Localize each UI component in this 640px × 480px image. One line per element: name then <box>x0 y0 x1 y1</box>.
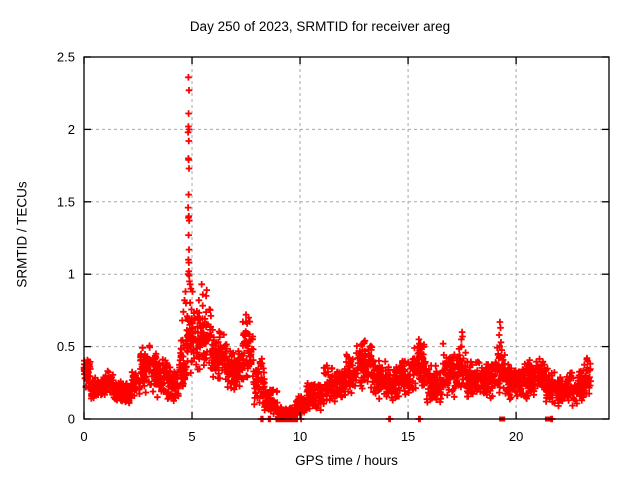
x-tick-label: 15 <box>401 429 415 444</box>
x-tick-label: 20 <box>509 429 523 444</box>
y-tick-label: 1 <box>68 267 75 282</box>
x-tick-label: 5 <box>188 429 195 444</box>
y-tick-label: 1.5 <box>57 194 75 209</box>
x-tick-label: 0 <box>80 429 87 444</box>
data-points-plus <box>80 74 594 423</box>
x-tick-label: 10 <box>293 429 307 444</box>
y-tick-label: 2.5 <box>57 50 75 65</box>
y-tick-label: 2 <box>68 122 75 137</box>
x-axis-label: GPS time / hours <box>295 453 398 468</box>
plot-border <box>83 56 610 420</box>
y-tick-label: 0.5 <box>57 339 75 354</box>
chart-title: Day 250 of 2023, SRMTID for receiver are… <box>189 19 451 34</box>
y-tick-label: 0 <box>68 412 75 427</box>
